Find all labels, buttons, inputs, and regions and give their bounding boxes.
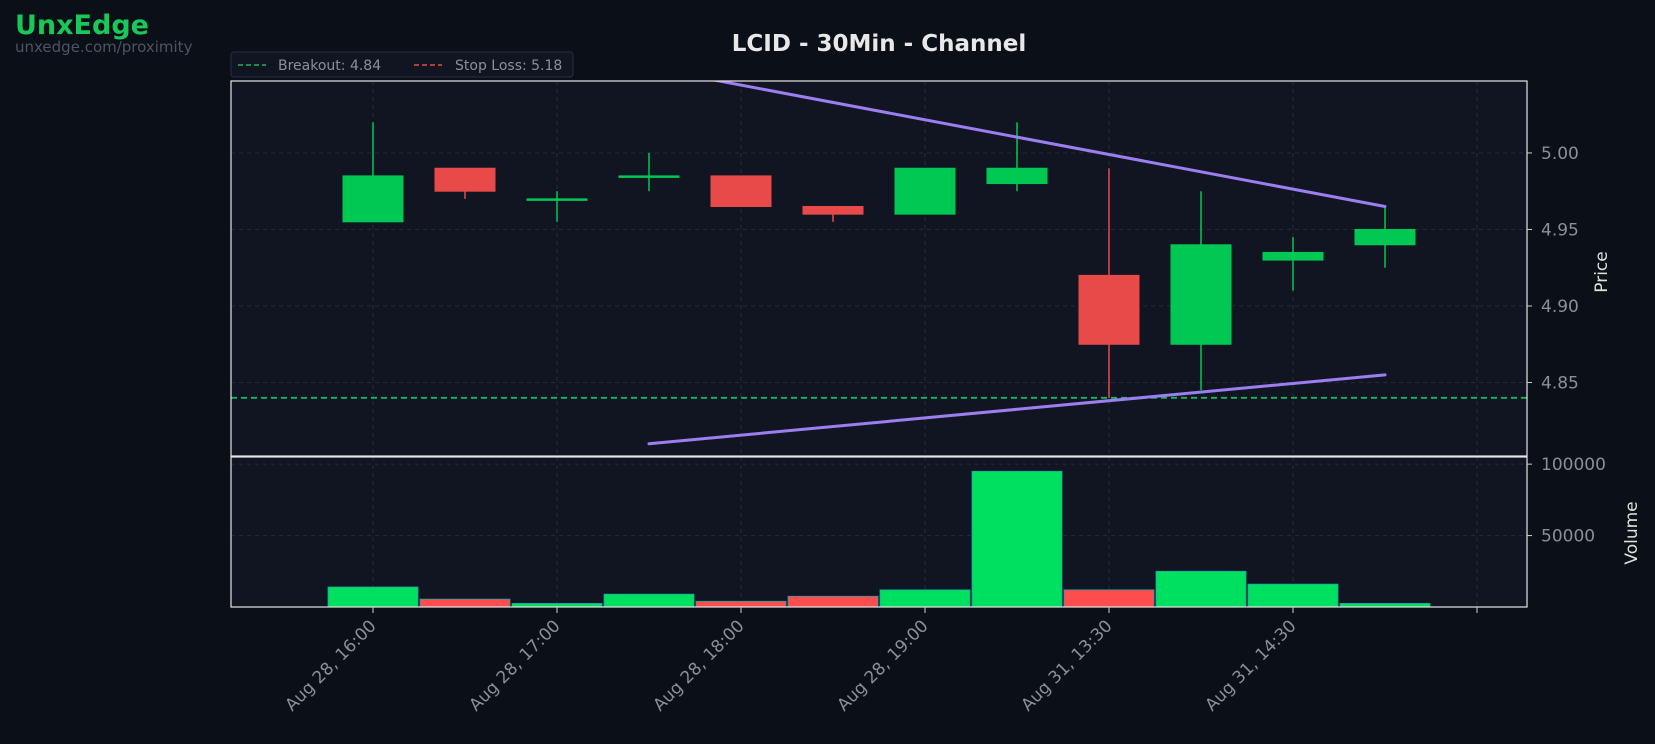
candle-body [434,167,496,192]
chart-title: LCID - 30Min - Channel [732,31,1026,57]
candle-body [1078,274,1140,345]
price-plot-area [231,81,1527,456]
candle-body [986,167,1048,185]
price-tick-label: 4.95 [1541,220,1579,240]
volume-tick-label: 100000 [1541,455,1606,475]
price-tick-label: 4.90 [1541,297,1579,317]
candle-body [1262,251,1324,261]
volume-bar [787,595,879,608]
volume-bar [327,586,419,608]
volume-bar [971,470,1063,608]
candles [342,122,1416,398]
volume-tick-label: 50000 [1541,527,1595,547]
candle-body [342,175,404,223]
volume-bar [1155,570,1247,608]
x-tick-label: Aug 28, 18:00 [650,616,749,715]
candle-body [802,206,864,215]
trendlines [647,81,1387,446]
candle-body [710,175,772,208]
volume-bar [695,600,787,608]
candle-body [526,198,588,201]
volume-plot-frame [230,456,1528,608]
candle-body [1170,244,1232,345]
brand-logo: UnxEdge [15,10,149,41]
candle-body [894,167,956,215]
price-plot-frame [230,80,1528,457]
legend-breakout-label: Breakout: 4.84 [278,58,381,74]
candle-body [618,175,680,178]
volume-axis-label: Volume [1622,501,1642,564]
trendline-lower [647,373,1387,446]
trendline-upper [711,81,1387,209]
volume-bar [1063,589,1155,608]
volume-bar [419,598,511,608]
x-tick-label: Aug 28, 17:00 [466,616,565,715]
price-tick-label: 4.85 [1541,374,1579,394]
volume-plot-area [231,457,1527,607]
price-tick-label: 5.00 [1541,144,1579,164]
volume-bar [879,589,971,608]
legend-stoploss-label: Stop Loss: 5.18 [455,58,562,74]
volume-bars [327,470,1431,608]
brand-url: unxedge.com/proximity [15,38,193,56]
x-tick-label: Aug 31, 13:30 [1018,616,1117,715]
legend: Breakout: 4.84 Stop Loss: 5.18 [230,51,574,78]
legend-box [230,51,574,78]
x-tick-label: Aug 31, 14:30 [1202,616,1301,715]
volume-bar [1247,583,1339,608]
x-tick-label: Aug 28, 16:00 [282,616,381,715]
x-tick-label: Aug 28, 19:00 [834,616,933,715]
candle-body [1354,228,1416,246]
grid [231,81,1527,607]
volume-bar [603,593,695,608]
y-axis-label: Price [1592,251,1612,292]
